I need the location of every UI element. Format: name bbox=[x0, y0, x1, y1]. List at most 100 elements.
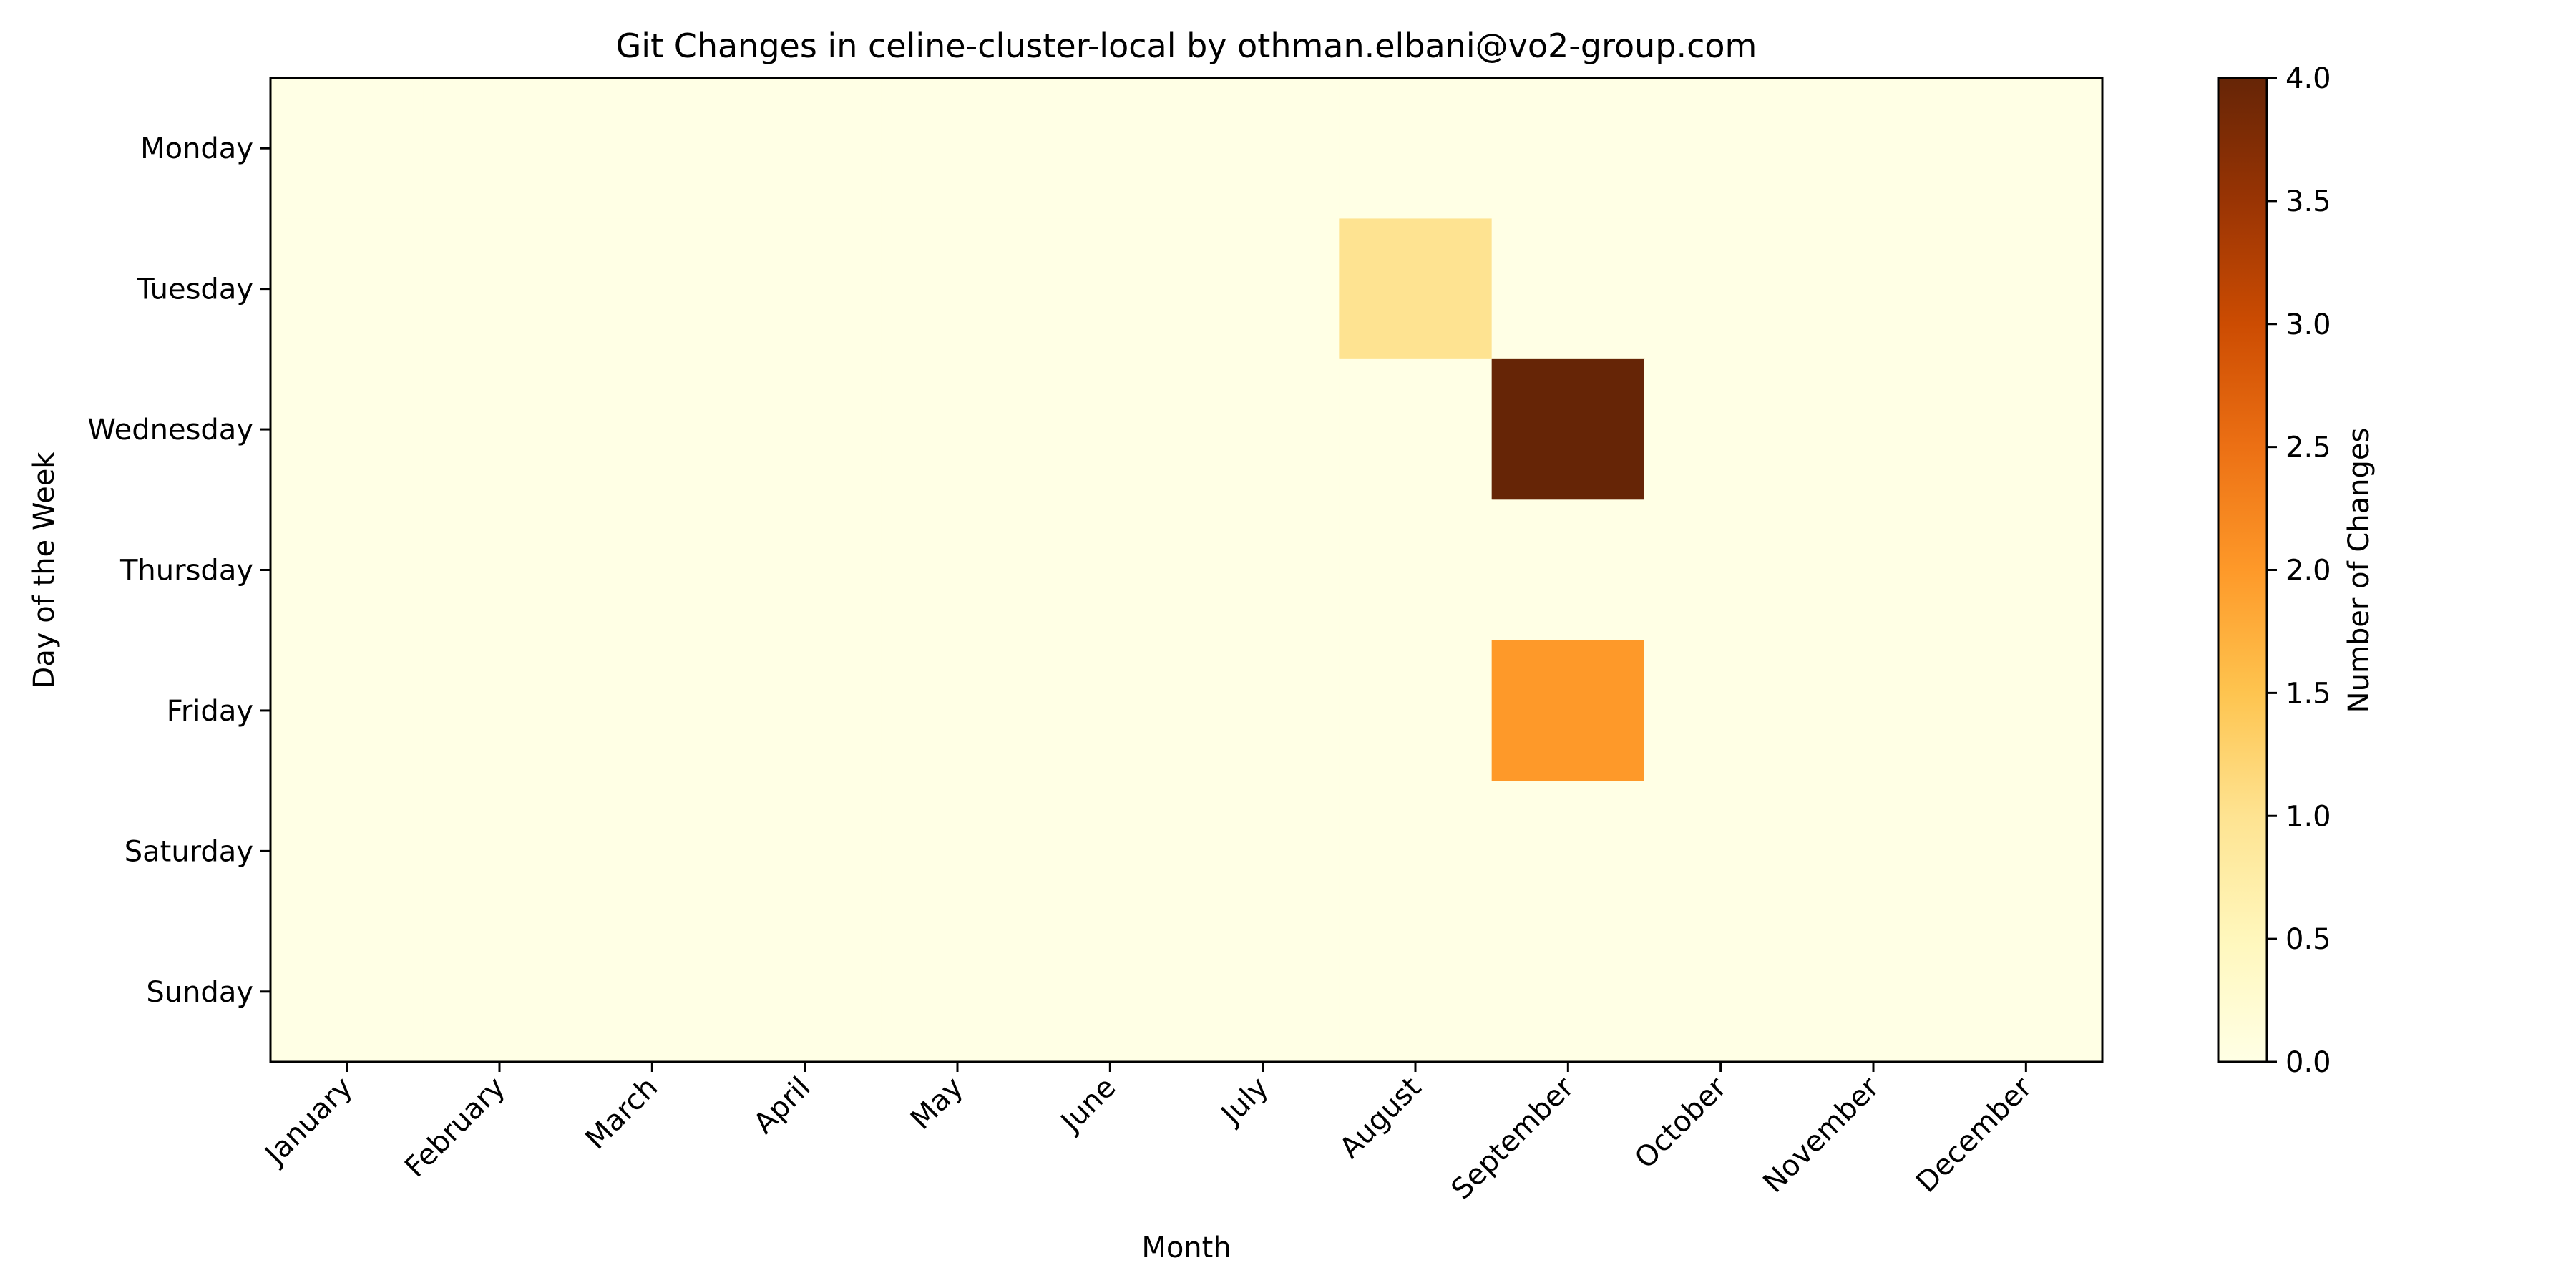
heatmap-cell-saturday-july bbox=[1186, 781, 1340, 922]
colorbar-ticks: 0.0 0.5 1.0 1.5 2.0 2.5 3.0 3.5 4.0 bbox=[2267, 62, 2331, 1079]
heatmap-cell-sunday-may bbox=[881, 921, 1035, 1063]
heatmap-cell-tuesday-july bbox=[1186, 218, 1340, 360]
x-tick-label: October bbox=[1629, 1070, 1733, 1175]
heatmap-cell-wednesday-march bbox=[575, 358, 729, 500]
heatmap-cell-friday-april bbox=[728, 640, 882, 781]
heatmap-cell-saturday-march bbox=[575, 781, 729, 922]
y-tick-label: Thursday bbox=[119, 555, 253, 587]
heatmap-cell-saturday-september bbox=[1491, 781, 1645, 922]
heatmap-cell-thursday-march bbox=[575, 499, 729, 641]
heatmap-cell-monday-january bbox=[270, 78, 424, 220]
x-tick-label: November bbox=[1757, 1070, 1885, 1199]
colorbar-tick-label: 2.5 bbox=[2285, 431, 2331, 464]
colorbar-tick-label: 3.0 bbox=[2285, 308, 2331, 341]
heatmap-cell-wednesday-june bbox=[1033, 358, 1187, 500]
heatmap-cell-wednesday-august bbox=[1339, 358, 1493, 500]
x-tick-label: April bbox=[748, 1071, 817, 1141]
heatmap-cell-monday-june bbox=[1033, 78, 1187, 220]
y-tick-label: Sunday bbox=[146, 976, 253, 1009]
heatmap-cell-monday-may bbox=[881, 78, 1035, 220]
heatmap-cell-tuesday-february bbox=[423, 218, 577, 360]
heatmap-cell-friday-june bbox=[1033, 640, 1187, 781]
heatmap-cell-tuesday-june bbox=[1033, 218, 1187, 360]
heatmap-cell-saturday-november bbox=[1797, 781, 1951, 922]
heatmap-cell-tuesday-december bbox=[1949, 218, 2103, 360]
heatmap-cell-friday-february bbox=[423, 640, 577, 781]
x-axis-label: Month bbox=[1141, 1231, 1231, 1264]
colorbar-tick-label: 1.0 bbox=[2285, 800, 2331, 833]
heatmap-cell-thursday-october bbox=[1644, 499, 1797, 641]
heatmap-cell-thursday-december bbox=[1949, 499, 2103, 641]
colorbar: 0.0 0.5 1.0 1.5 2.0 2.5 3.0 3.5 4.0 Number of Ch… bbox=[2217, 62, 2376, 1079]
heatmap-cell-saturday-june bbox=[1033, 781, 1187, 922]
heatmap-cells bbox=[270, 78, 2103, 1063]
heatmap-cell-sunday-february bbox=[423, 921, 577, 1063]
heatmap-cell-saturday-april bbox=[728, 781, 882, 922]
heatmap-cell-wednesday-january bbox=[270, 358, 424, 500]
heatmap-cell-tuesday-august bbox=[1339, 218, 1493, 360]
y-axis-label: Day of the Week bbox=[28, 452, 61, 689]
heatmap-cell-friday-march bbox=[575, 640, 729, 781]
heatmap-cell-monday-august bbox=[1339, 78, 1493, 220]
heatmap-cell-sunday-september bbox=[1491, 921, 1645, 1063]
y-axis-ticks: Monday Tuesday Wednesday Thursday Friday Satu… bbox=[87, 132, 270, 1009]
heatmap-cell-tuesday-january bbox=[270, 218, 424, 360]
heatmap-cell-thursday-september bbox=[1491, 499, 1645, 641]
x-tick-label: May bbox=[904, 1071, 970, 1136]
heatmap-cell-thursday-july bbox=[1186, 499, 1340, 641]
heatmap-cell-thursday-april bbox=[728, 499, 882, 641]
heatmap-cell-tuesday-march bbox=[575, 218, 729, 360]
heatmap-cell-tuesday-november bbox=[1797, 218, 1951, 360]
colorbar-tick-label: 2.0 bbox=[2285, 555, 2331, 587]
colorbar-tick-label: 3.5 bbox=[2285, 185, 2331, 218]
heatmap-cell-friday-december bbox=[1949, 640, 2103, 781]
heatmap-cell-monday-october bbox=[1644, 78, 1797, 220]
heatmap-cell-monday-september bbox=[1491, 78, 1645, 220]
y-tick-label: Monday bbox=[140, 132, 253, 165]
heatmap-cell-monday-december bbox=[1949, 78, 2103, 220]
y-tick-label: Saturday bbox=[125, 835, 253, 868]
heatmap-cell-saturday-may bbox=[881, 781, 1035, 922]
heatmap-cell-wednesday-december bbox=[1949, 358, 2103, 500]
heatmap-cell-saturday-january bbox=[270, 781, 424, 922]
y-tick-label: Wednesday bbox=[87, 414, 253, 447]
x-tick-label: August bbox=[1334, 1071, 1428, 1166]
y-tick-label: Tuesday bbox=[136, 273, 253, 306]
heatmap-cell-monday-march bbox=[575, 78, 729, 220]
colorbar-tick-label: 1.5 bbox=[2285, 677, 2331, 710]
heatmap-cell-wednesday-september bbox=[1491, 358, 1645, 500]
colorbar-gradient bbox=[2217, 77, 2268, 1063]
colorbar-tick-label: 0.5 bbox=[2285, 923, 2331, 956]
heatmap-cell-saturday-august bbox=[1339, 781, 1493, 922]
heatmap-cell-wednesday-february bbox=[423, 358, 577, 500]
x-tick-label: January bbox=[258, 1071, 359, 1173]
heatmap-cell-thursday-november bbox=[1797, 499, 1951, 641]
heatmap-cell-thursday-august bbox=[1339, 499, 1493, 641]
y-tick-label: Friday bbox=[167, 695, 253, 728]
colorbar-tick-label: 0.0 bbox=[2285, 1046, 2331, 1079]
heatmap-cell-saturday-december bbox=[1949, 781, 2103, 922]
heatmap-cell-friday-november bbox=[1797, 640, 1951, 781]
x-tick-label: July bbox=[1214, 1071, 1275, 1133]
x-tick-label: June bbox=[1053, 1071, 1122, 1140]
x-tick-label: September bbox=[1445, 1070, 1581, 1206]
x-tick-label: February bbox=[399, 1071, 512, 1184]
heatmap-cell-tuesday-may bbox=[881, 218, 1035, 360]
heatmap-cell-saturday-october bbox=[1644, 781, 1797, 922]
x-tick-label: December bbox=[1910, 1070, 2039, 1199]
heatmap-cell-thursday-january bbox=[270, 499, 424, 641]
colorbar-label: Number of Changes bbox=[2343, 428, 2376, 713]
heatmap-cell-sunday-december bbox=[1949, 921, 2103, 1063]
heatmap-cell-tuesday-april bbox=[728, 218, 882, 360]
heatmap-cell-sunday-july bbox=[1186, 921, 1340, 1063]
heatmap-cell-sunday-august bbox=[1339, 921, 1493, 1063]
heatmap-cell-wednesday-april bbox=[728, 358, 882, 500]
heatmap-cell-monday-november bbox=[1797, 78, 1951, 220]
heatmap-cell-sunday-november bbox=[1797, 921, 1951, 1063]
heatmap-cell-wednesday-november bbox=[1797, 358, 1951, 500]
chart-title: Git Changes in celine-cluster-local by o… bbox=[616, 26, 1757, 65]
heatmap-cell-monday-april bbox=[728, 78, 882, 220]
heatmap-cell-friday-september bbox=[1491, 640, 1645, 781]
heatmap-cell-sunday-january bbox=[270, 921, 424, 1063]
